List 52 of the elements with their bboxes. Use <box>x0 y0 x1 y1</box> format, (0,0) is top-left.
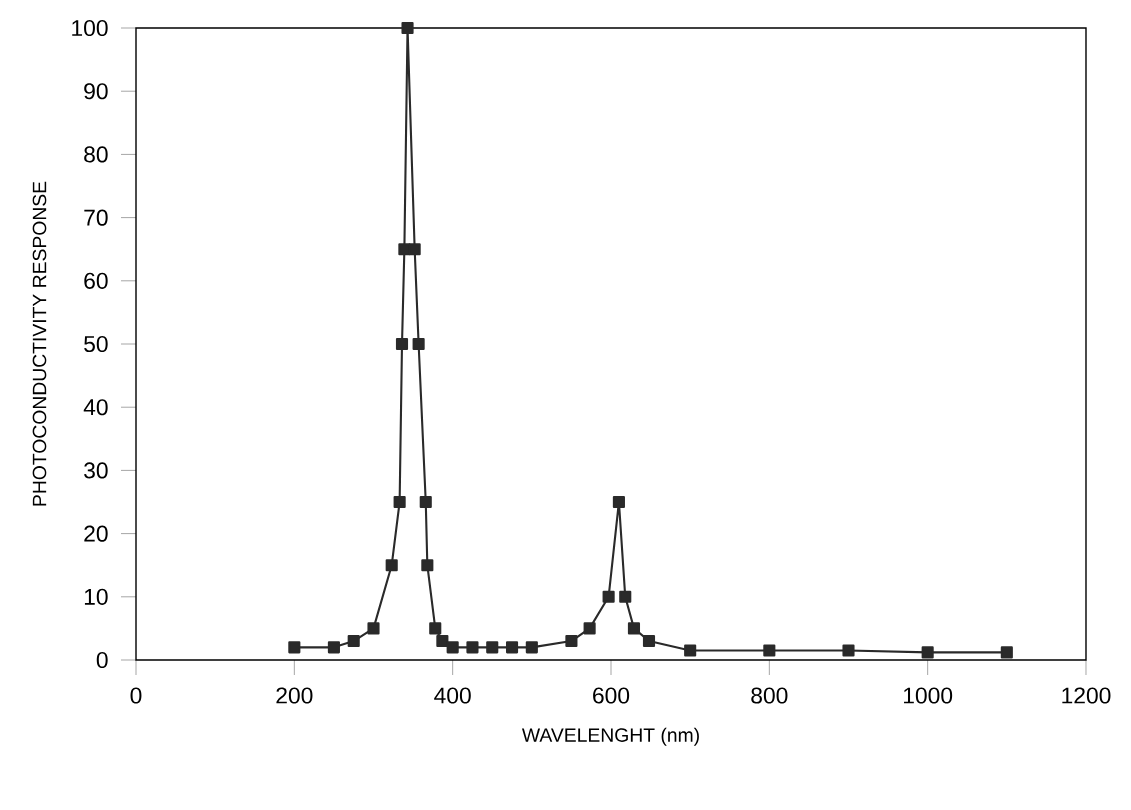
y-tick-label: 30 <box>84 462 108 479</box>
y-tick-label: 50 <box>84 335 108 353</box>
point <box>486 641 499 654</box>
y-tick-label: 0 <box>96 651 108 669</box>
point <box>565 634 578 648</box>
point <box>419 495 432 509</box>
point <box>763 644 776 657</box>
y-tick-label: 10 <box>84 588 108 605</box>
point <box>583 622 596 635</box>
point <box>347 634 360 648</box>
x-tick-label: 1200 <box>1062 687 1111 704</box>
point <box>327 641 340 654</box>
point <box>505 641 519 654</box>
point <box>408 243 421 256</box>
x-tick-label: 1000 <box>904 687 953 704</box>
x-tick-label: 400 <box>434 687 471 704</box>
point <box>619 590 632 603</box>
point <box>421 559 434 572</box>
x-tick-label: 600 <box>593 687 630 704</box>
point <box>385 559 398 572</box>
point <box>367 622 380 635</box>
point <box>684 644 697 657</box>
point <box>842 644 855 657</box>
y-tick-label: 100 <box>72 19 108 37</box>
point <box>395 337 409 351</box>
point <box>1000 646 1013 659</box>
point <box>446 641 459 654</box>
point <box>525 641 538 654</box>
point <box>642 634 656 648</box>
point <box>429 622 442 635</box>
y-tick-label: 60 <box>84 272 108 289</box>
point <box>288 641 301 654</box>
x-tick-label: 800 <box>751 687 788 704</box>
point <box>627 622 641 635</box>
y-tick-label: 80 <box>84 146 108 163</box>
point <box>398 243 411 256</box>
point <box>921 646 934 659</box>
point <box>436 634 449 648</box>
y-tick-label: 40 <box>83 399 108 416</box>
y-tick-label: 90 <box>84 83 108 100</box>
y-tick-label: 20 <box>84 525 108 542</box>
x-tick-label: 0 <box>130 687 142 704</box>
point <box>393 495 406 509</box>
x-tick-label: 200 <box>276 687 313 704</box>
point <box>602 590 615 603</box>
point <box>401 21 414 35</box>
point <box>412 337 425 351</box>
y-axis-title: PHOTOCONDUCTIVITY RESPONSE <box>32 181 47 506</box>
y-tick-label: 70 <box>84 209 108 226</box>
point <box>466 641 479 654</box>
point <box>612 495 625 509</box>
x-axis-title: WAVELENGHT (nm) <box>521 727 699 746</box>
